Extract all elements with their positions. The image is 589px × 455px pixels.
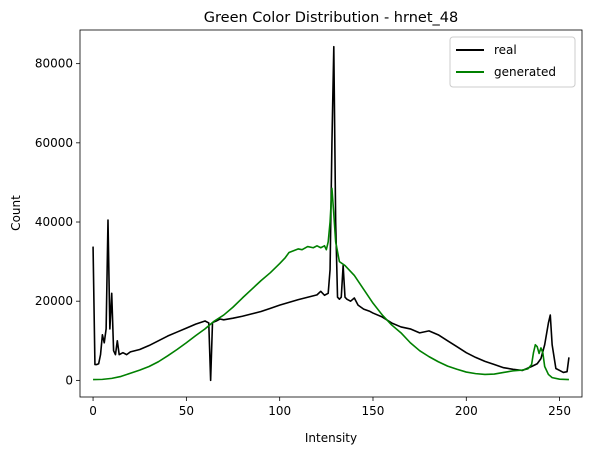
x-tick-label: 100	[268, 404, 291, 418]
y-tick-label: 20000	[35, 294, 73, 308]
y-tick-label: 60000	[35, 136, 73, 150]
y-axis: 0 20000 40000 60000 80000	[35, 57, 80, 387]
x-axis: 0 50 100 150 200 250	[89, 397, 571, 418]
chart-title: Green Color Distribution - hrnet_48	[204, 10, 458, 26]
axes-frame	[79, 29, 583, 398]
x-tick-label: 150	[362, 404, 385, 418]
legend: real generated	[449, 36, 576, 88]
plot-area	[79, 29, 583, 398]
x-tick-label: 50	[179, 404, 194, 418]
x-axis-label: Intensity	[305, 431, 357, 445]
series-layer	[92, 45, 570, 382]
legend-label-real: real	[494, 43, 517, 57]
series-line-generated	[93, 187, 569, 381]
x-tick-label: 250	[548, 404, 571, 418]
legend-label-generated: generated	[494, 65, 556, 79]
y-axis-label: Count	[9, 195, 23, 231]
y-tick-label: 0	[65, 373, 73, 387]
x-tick-label: 200	[455, 404, 478, 418]
y-tick-label: 40000	[35, 215, 73, 229]
series-line-real	[92, 45, 570, 382]
x-tick-label: 0	[89, 404, 97, 418]
y-tick-label: 80000	[35, 57, 73, 71]
